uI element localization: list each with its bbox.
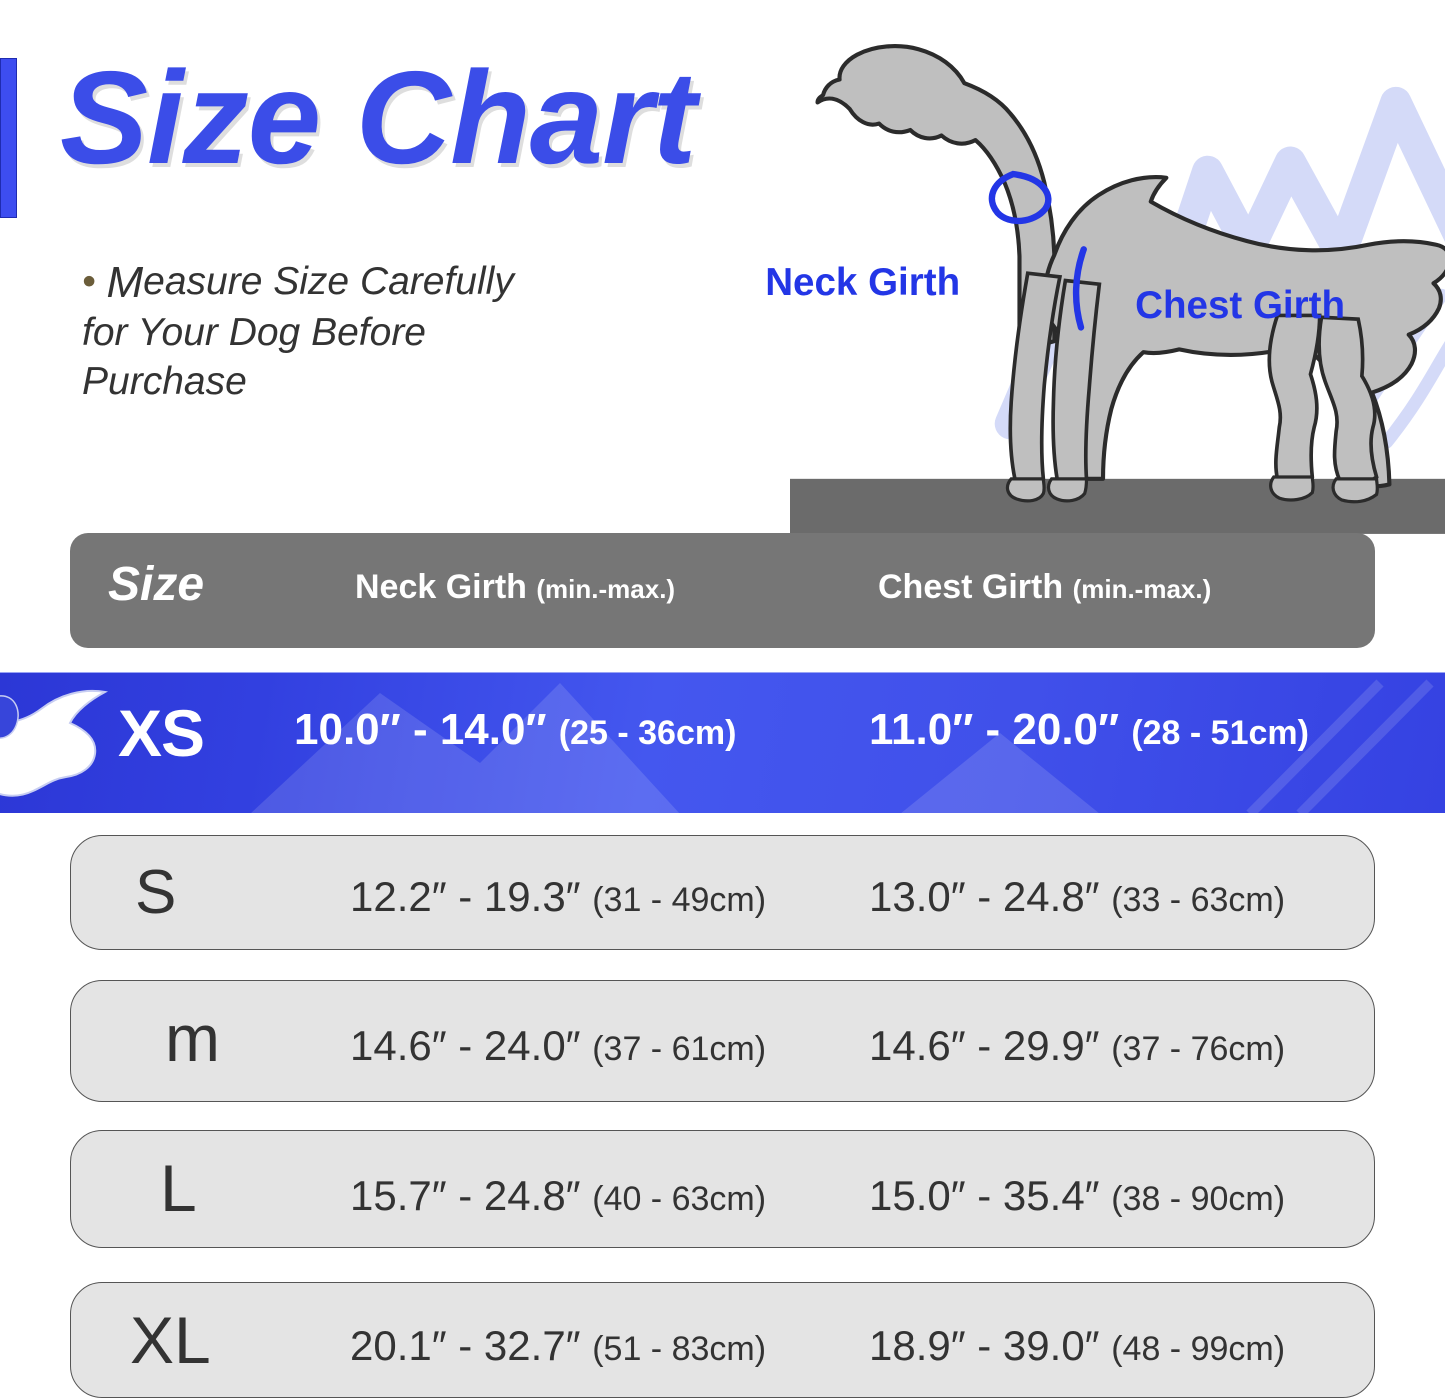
svg-text:Neck Girth: Neck Girth bbox=[765, 261, 960, 304]
svg-text:Chest Girth: Chest Girth bbox=[1135, 284, 1345, 327]
